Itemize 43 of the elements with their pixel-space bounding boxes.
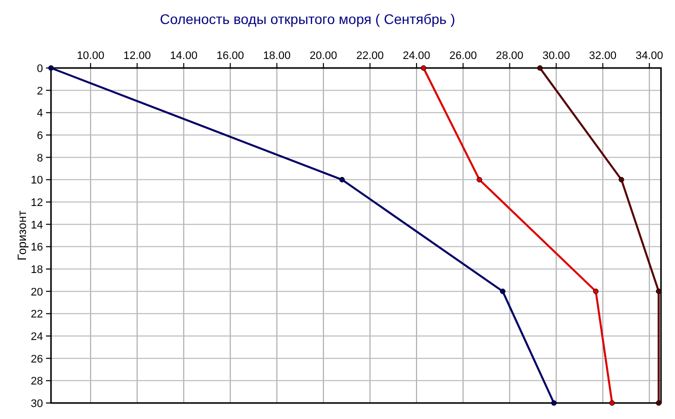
y-tick-label: 14 bbox=[30, 219, 43, 232]
y-tick-label: 0 bbox=[36, 63, 43, 75]
y-tick-label: 26 bbox=[30, 353, 43, 366]
y-tick-label: 12 bbox=[30, 197, 43, 209]
y-tick-label: 16 bbox=[30, 242, 43, 254]
point bbox=[420, 65, 426, 71]
chart-title: Соленость воды открытого моря ( Сентябрь ) bbox=[160, 11, 456, 27]
x-tick-label: 10.00 bbox=[76, 50, 104, 62]
y-tick-label: 8 bbox=[36, 152, 43, 164]
x-tick-label: 14.00 bbox=[170, 50, 198, 62]
x-tick-label: 30.00 bbox=[542, 50, 570, 62]
point bbox=[537, 65, 543, 71]
y-axis-title: Горизонт bbox=[15, 210, 29, 260]
y-tick-label: 24 bbox=[30, 331, 43, 343]
x-tick-label: 26.00 bbox=[449, 50, 477, 62]
x-tick-label: 16.00 bbox=[216, 50, 244, 62]
x-tick-label: 32.00 bbox=[589, 50, 617, 62]
y-tick-label: 28 bbox=[30, 376, 43, 388]
y-tick-label: 30 bbox=[30, 398, 43, 410]
point bbox=[339, 176, 345, 182]
x-tick-label: 34.00 bbox=[636, 50, 664, 62]
point bbox=[593, 288, 599, 294]
x-tick-label: 18.00 bbox=[263, 50, 291, 62]
y-tick-label: 2 bbox=[36, 85, 43, 98]
y-tick-label: 22 bbox=[30, 308, 43, 321]
point bbox=[48, 65, 54, 71]
point bbox=[656, 400, 662, 406]
y-tick-label: 6 bbox=[36, 130, 43, 142]
y-tick-label: 10 bbox=[30, 174, 43, 187]
x-tick-label: 12.00 bbox=[123, 50, 151, 62]
y-tick-label: 20 bbox=[30, 286, 43, 298]
point bbox=[551, 400, 557, 406]
point bbox=[609, 400, 615, 406]
point bbox=[476, 176, 482, 182]
y-tick-label: 4 bbox=[36, 108, 43, 120]
x-tick-label: 24.00 bbox=[402, 50, 430, 62]
point bbox=[656, 288, 662, 294]
point bbox=[500, 288, 506, 294]
x-tick-label: 28.00 bbox=[496, 50, 524, 62]
point bbox=[618, 176, 624, 182]
x-tick-label: 20.00 bbox=[310, 50, 338, 62]
y-tick-label: 18 bbox=[30, 264, 43, 276]
x-tick-label: 22.00 bbox=[356, 50, 384, 62]
